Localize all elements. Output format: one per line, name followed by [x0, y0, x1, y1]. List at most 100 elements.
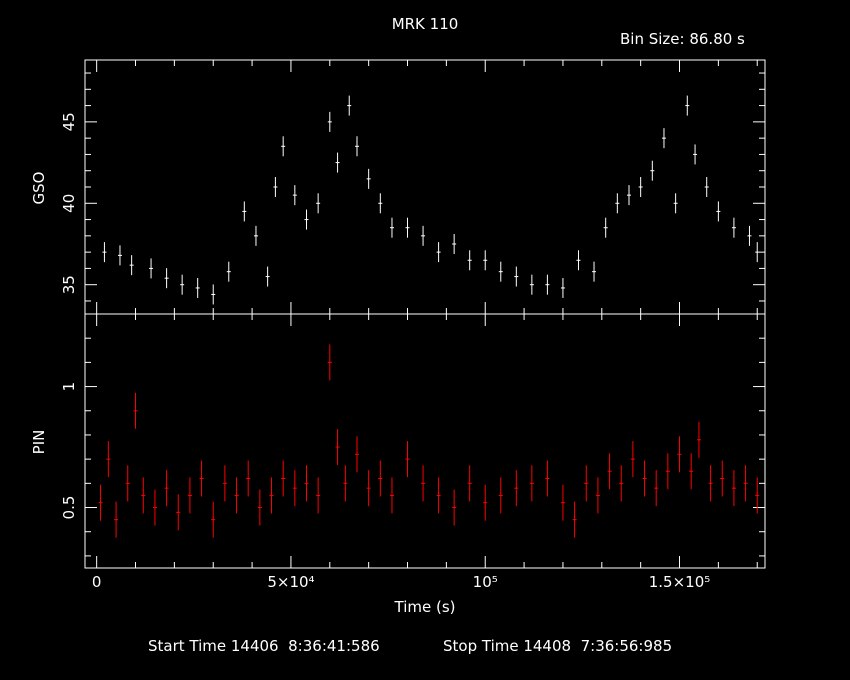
gso-data-point [467, 250, 472, 271]
gso-data-point [102, 242, 107, 263]
pin-data-point [98, 484, 103, 521]
pin-data-point [281, 460, 286, 497]
start-time-label: Start Time 14406 8:36:41:586 [148, 637, 380, 655]
gso-data-point [366, 168, 371, 189]
pin-data-point [436, 477, 441, 514]
pin-data-point [498, 477, 503, 514]
gso-data-point [335, 152, 340, 173]
pin-data-point [343, 465, 348, 502]
gso-data-point [421, 225, 426, 246]
pin-data-point [696, 421, 701, 458]
gso-data-point [226, 261, 231, 282]
gso-data-point [304, 209, 309, 230]
gso-data-point [638, 177, 643, 197]
gso-data-point [576, 250, 581, 271]
gso-data-point [265, 266, 270, 287]
gso-data-point [498, 261, 503, 282]
x-tick-label: 10⁵ [473, 573, 498, 591]
pin-data-point [545, 460, 550, 497]
pin-data-point [514, 470, 519, 507]
pin-data-point [152, 489, 157, 526]
gso-data-point [211, 284, 216, 305]
pin-data-point [677, 436, 682, 473]
gso-data-point [180, 274, 185, 295]
pin-data-point [269, 477, 274, 514]
chart-title: MRK 110 [391, 15, 459, 33]
gso-data-point [592, 261, 597, 282]
pin-data-point [630, 441, 635, 478]
x-tick-label: 1.5×10⁵ [649, 573, 711, 591]
pin-data-point [335, 429, 340, 466]
pin-data-point [164, 470, 169, 507]
pin-data-point [389, 477, 394, 514]
pin-data-point [619, 465, 624, 502]
pin-data-point [584, 465, 589, 502]
gso-data-point [685, 95, 690, 116]
gso-data-point [560, 277, 565, 298]
gso-ytick-label: 45 [60, 112, 78, 131]
pin-data-point [483, 484, 488, 521]
pin-data-point [595, 477, 600, 514]
gso-data-point [483, 250, 488, 271]
pin-data-point [529, 465, 534, 502]
pin-data-point [187, 477, 192, 514]
x-tick-label: 0 [92, 573, 102, 591]
pin-data-point [665, 453, 670, 490]
gso-data-point [452, 233, 457, 254]
pin-data-point [114, 501, 119, 538]
pin-data-point [366, 470, 371, 507]
gso-data-point [661, 128, 666, 149]
pin-data-point [731, 470, 736, 507]
pin-data-point [720, 460, 725, 497]
pin-ytick-label: 1 [60, 382, 78, 392]
gso-data-point [545, 274, 550, 295]
pin-data-point [316, 477, 321, 514]
pin-data-point [234, 477, 239, 514]
bin-size-label: Bin Size: 86.80 s [620, 30, 745, 48]
pin-data-point [176, 494, 181, 531]
gso-axis-label: GSO [30, 172, 48, 205]
pin-data-point [211, 501, 216, 538]
gso-data-point [149, 258, 154, 279]
x-axis-label: Time (s) [394, 598, 456, 616]
gso-data-point [747, 225, 752, 246]
pin-data-point [467, 465, 472, 502]
pin-data-point [246, 460, 251, 497]
pin-data-point [304, 465, 309, 502]
gso-data-point [253, 225, 258, 246]
pin-data-point [125, 465, 130, 502]
pin-data-point [654, 470, 659, 507]
pin-data-point [292, 470, 297, 507]
pin-data-point [405, 441, 410, 478]
gso-frame [84, 59, 766, 315]
pin-axis-label: PIN [30, 430, 48, 455]
pin-data-point [141, 477, 146, 514]
pin-frame [84, 313, 766, 569]
pin-data-point [222, 465, 227, 502]
pin-data-point [642, 460, 647, 497]
gso-data-point [129, 255, 134, 276]
gso-data-point [355, 136, 359, 157]
pin-data-point [106, 441, 111, 478]
gso-data-point [603, 217, 608, 238]
gso-data-point [650, 160, 655, 181]
gso-panel: 35 40 45 [60, 59, 766, 315]
pin-data-point [133, 392, 138, 429]
pin-data-point [452, 489, 457, 526]
pin-data-point [560, 484, 565, 521]
gso-data-point [514, 266, 519, 287]
pin-data-point [689, 453, 694, 490]
pin-data-point [755, 477, 760, 514]
gso-data-point [117, 245, 122, 266]
pin-data-point [355, 436, 359, 473]
gso-ytick-label: 35 [60, 275, 78, 294]
pin-data-point [421, 465, 426, 502]
pin-data-point [743, 465, 748, 502]
pin-panel: 0.5 1 0 5×10⁴ 10⁵ 1.5×10⁵ [60, 313, 766, 591]
gso-data-point [273, 177, 278, 197]
gso-data-point [292, 185, 297, 206]
gso-data-point [389, 217, 394, 238]
gso-data-point [378, 193, 383, 214]
gso-data-point [316, 193, 321, 214]
